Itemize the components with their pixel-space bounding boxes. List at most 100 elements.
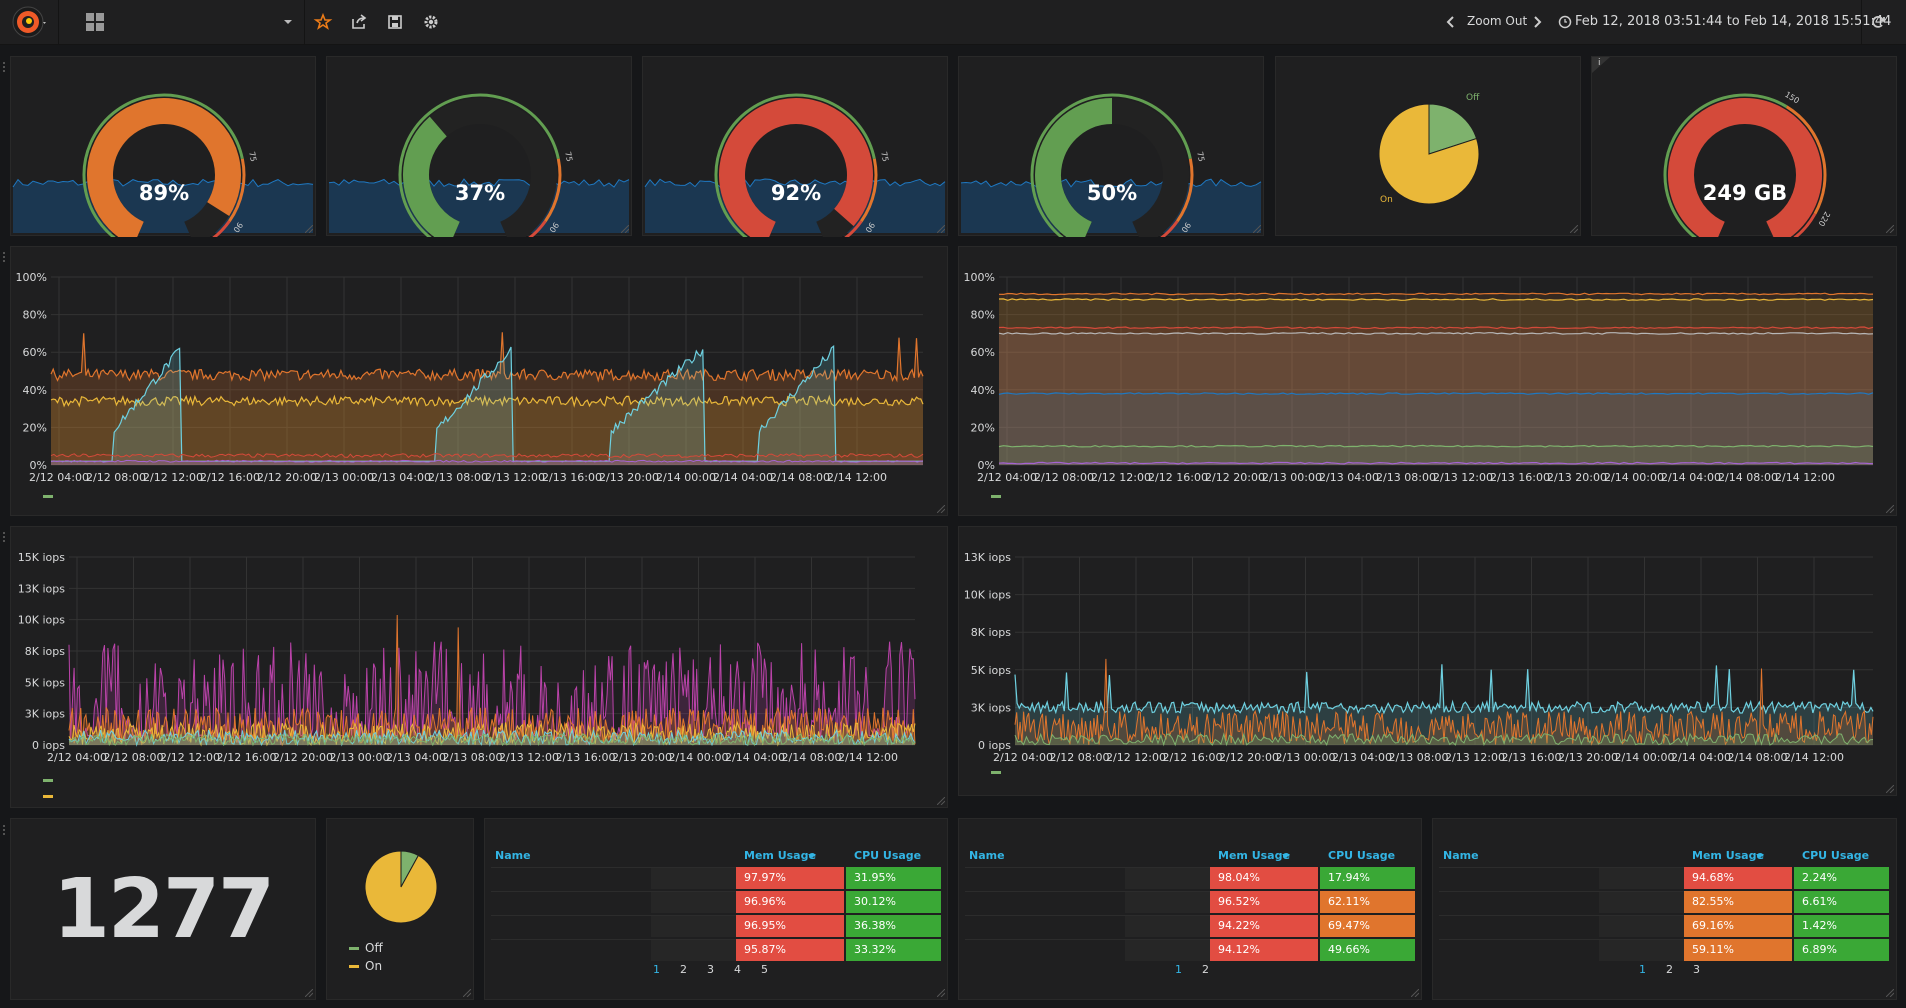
- table-name-cell: [651, 939, 736, 961]
- y-tick-label: 60%: [23, 346, 47, 359]
- page-link[interactable]: 5: [761, 963, 768, 976]
- resize-handle-icon[interactable]: [1570, 225, 1578, 233]
- table-panel-2[interactable]: Name Mem Usage CPU Usage 98.04% 17.94% 96.52%…: [958, 818, 1422, 1000]
- pie-panel-bottom[interactable]: Off On: [326, 818, 474, 1000]
- resize-handle-icon[interactable]: [1886, 785, 1894, 793]
- table-panel-1[interactable]: Name Mem Usage CPU Usage 97.97% 31.95% 96.96%…: [484, 818, 948, 1000]
- resize-handle-icon[interactable]: [1253, 225, 1261, 233]
- gauge-value-arc: [1035, 98, 1113, 246]
- iops-graph-panel-left[interactable]: 15K iops 13K iops 10K iops 8K iops 5K iops 3K…: [10, 526, 948, 808]
- navbar-divider: [1861, 0, 1862, 45]
- dashboard-grid-icon[interactable]: [86, 13, 104, 31]
- resize-handle-icon[interactable]: [937, 989, 945, 997]
- page-link[interactable]: 2: [1666, 963, 1673, 976]
- series-line: [68, 732, 916, 747]
- resize-lines: [1886, 225, 1894, 233]
- chevron-down-icon[interactable]: [283, 17, 293, 27]
- page-link[interactable]: 2: [1202, 963, 1209, 976]
- singlestat-panel[interactable]: 1277: [10, 818, 316, 1000]
- page-link[interactable]: 1: [1175, 963, 1182, 976]
- x-tick-label: 2/12 20:00: [1219, 751, 1279, 764]
- gear-icon[interactable]: [421, 12, 441, 32]
- share-icon[interactable]: [349, 12, 369, 32]
- resize-handle-icon[interactable]: [1411, 989, 1419, 997]
- resize-handle-icon[interactable]: [1886, 989, 1894, 997]
- table-panel-3[interactable]: Name Mem Usage CPU Usage 94.68% 2.24% 82.55% 6…: [1432, 818, 1897, 1000]
- pie-slice: [364, 850, 438, 924]
- zoom-out-button[interactable]: Zoom Out: [1467, 14, 1528, 28]
- x-tick-label: 2/13 08:00: [428, 471, 488, 484]
- gauge-panel-4[interactable]: 07590100 50%: [958, 56, 1264, 265]
- pie-label-on: On: [1380, 195, 1393, 205]
- resize-handle-icon[interactable]: [1886, 505, 1894, 513]
- page-link[interactable]: 2: [680, 963, 687, 976]
- table-header-0[interactable]: Name: [969, 849, 1005, 862]
- graph-memory: 100%80%60%40%20%0%2/12 04:002/12 08:002/…: [964, 271, 1874, 498]
- gauge-panel-3[interactable]: 07590100 92%: [642, 56, 948, 265]
- resize-handle-icon[interactable]: [621, 225, 629, 233]
- row-drag-handle-icon[interactable]: [2, 531, 6, 543]
- row-drag-handle-icon[interactable]: [2, 251, 6, 263]
- save-icon[interactable]: [385, 12, 405, 32]
- resize-handle-icon[interactable]: [937, 797, 945, 805]
- table-header-1[interactable]: Mem Usage: [1692, 849, 1764, 862]
- series-area: [999, 332, 1873, 465]
- time-range-picker[interactable]: Feb 12, 2018 03:51:44 to Feb 14, 2018 15…: [1575, 14, 1892, 29]
- x-tick-label: 2/13 16:00: [1502, 751, 1562, 764]
- gauge-chart: 0150220250: [1663, 90, 1832, 265]
- legend-item-off[interactable]: Off: [349, 939, 383, 957]
- sort-desc-icon[interactable]: [1282, 852, 1290, 860]
- gauge-panel-2[interactable]: 07590100 37%: [326, 56, 632, 265]
- cpu-graph-panel[interactable]: 100% 80% 60% 40% 20% 0% 2/12 04:00 2/12 08:00 2/…: [10, 246, 948, 516]
- table-header-2[interactable]: CPU Usage: [1802, 849, 1870, 862]
- resize-handle-icon[interactable]: [305, 225, 313, 233]
- memory-graph-panel[interactable]: 100% 80% 60% 40% 20% 0% 2/12 04:00 2/12 08:00 2/…: [958, 246, 1897, 516]
- iops-graph-panel-right[interactable]: 13K iops 10K iops 8K iops 5K iops 3K iops 0 i…: [958, 526, 1897, 796]
- gauge-panel-1[interactable]: 07590100 89%: [10, 56, 316, 265]
- gauge-tick-label: 75: [247, 151, 258, 163]
- table-header-1[interactable]: Mem Usage: [744, 849, 816, 862]
- resize-handle-icon[interactable]: [937, 225, 945, 233]
- row-drag-handle-icon[interactable]: [2, 61, 6, 73]
- x-tick-label: 2/14 04:00: [725, 751, 785, 764]
- chevron-right-icon[interactable]: [1527, 12, 1547, 32]
- table-header-0[interactable]: Name: [1443, 849, 1479, 862]
- legend-item-on[interactable]: On: [349, 957, 383, 975]
- resize-handle-icon[interactable]: [463, 989, 471, 997]
- series-line: [68, 614, 916, 747]
- row-drag-handle-icon[interactable]: [2, 824, 6, 836]
- sort-desc-icon[interactable]: [1756, 852, 1764, 860]
- page-link[interactable]: 1: [1639, 963, 1646, 976]
- table-header-2[interactable]: CPU Usage: [1328, 849, 1396, 862]
- threshold-arc: [544, 158, 562, 223]
- page-link[interactable]: 3: [707, 963, 714, 976]
- x-tick-label: 2/14 08:00: [770, 471, 830, 484]
- graph-grid: [51, 276, 923, 466]
- table-name-cell: [651, 867, 736, 889]
- resize-handle-icon[interactable]: [305, 989, 313, 997]
- table-header-2[interactable]: CPU Usage: [854, 849, 922, 862]
- x-tick-label: 2/12 16:00: [1163, 751, 1223, 764]
- pie-panel-top[interactable]: Off On: [1275, 56, 1581, 236]
- x-tick-label: 2/14 08:00: [1728, 751, 1788, 764]
- info-icon[interactable]: i: [1598, 58, 1601, 68]
- page-link[interactable]: 4: [734, 963, 741, 976]
- star-icon[interactable]: [313, 12, 333, 32]
- resize-lines: [1886, 989, 1894, 997]
- sort-desc-icon[interactable]: [808, 852, 816, 860]
- disk-gauge-panel[interactable]: i 0150220250 249 GB: [1591, 56, 1897, 265]
- resize-handle-icon[interactable]: [937, 505, 945, 513]
- page-link[interactable]: 1: [653, 963, 660, 976]
- resize-lines: [937, 989, 945, 997]
- x-tick-label: 2/13 00:00: [1262, 471, 1322, 484]
- page-link[interactable]: 3: [1693, 963, 1700, 976]
- cpu-usage-cell: 30.12%: [846, 891, 941, 913]
- resize-handle-icon[interactable]: [1886, 225, 1894, 233]
- grafana-logo-icon[interactable]: [10, 5, 48, 40]
- gauge-value-arc: [1668, 98, 1822, 246]
- chevron-left-icon[interactable]: [1441, 12, 1461, 32]
- table-header-1[interactable]: Mem Usage: [1218, 849, 1290, 862]
- y-tick-label: 8K iops: [971, 626, 1011, 639]
- refresh-icon[interactable]: [1868, 12, 1888, 32]
- table-header-0[interactable]: Name: [495, 849, 531, 862]
